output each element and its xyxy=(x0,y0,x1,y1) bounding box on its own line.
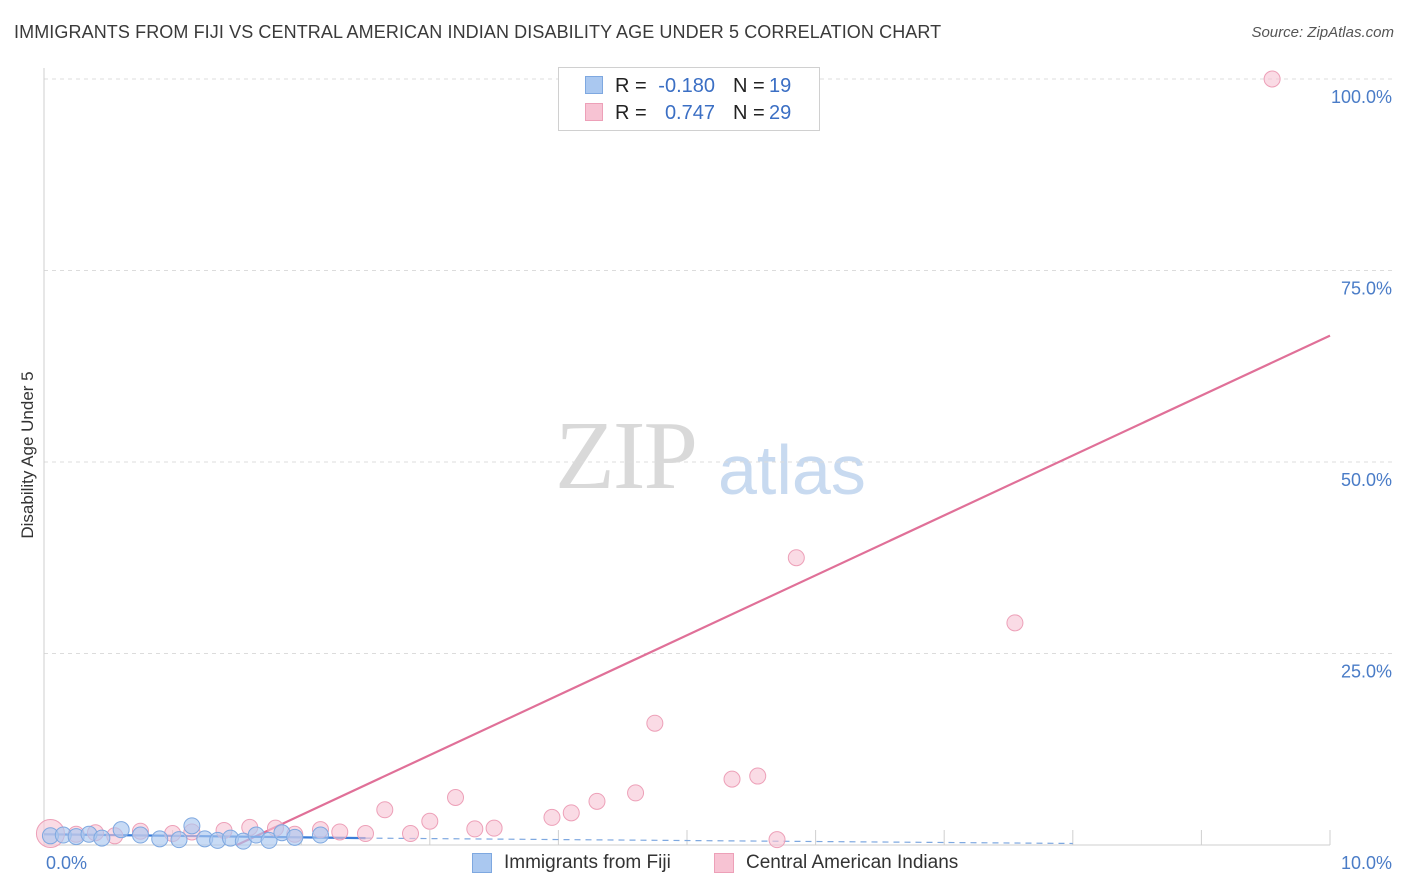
point-fiji xyxy=(151,830,169,848)
point-cai xyxy=(466,820,484,838)
point-cai xyxy=(447,789,465,807)
point-fiji xyxy=(112,821,130,839)
point-cai xyxy=(402,825,420,843)
point-fiji xyxy=(286,828,304,846)
point-fiji xyxy=(93,829,111,847)
point-cai xyxy=(331,823,349,841)
n-label: N = xyxy=(733,74,765,97)
point-cai xyxy=(485,819,503,837)
point-cai xyxy=(723,770,741,788)
y-tick-label: 25.0% xyxy=(1341,662,1392,682)
point-cai xyxy=(357,825,374,843)
watermark-zip: ZIP xyxy=(555,402,698,510)
point-fiji xyxy=(183,817,201,835)
point-cai xyxy=(627,784,645,802)
x-tick-label: 0.0% xyxy=(46,853,87,873)
point-fiji xyxy=(170,831,188,849)
point-cai xyxy=(646,714,664,732)
x-tick-label: 10.0% xyxy=(1341,853,1392,873)
point-fiji xyxy=(131,826,149,844)
r-value: 0.747 xyxy=(664,101,715,124)
cai-swatch xyxy=(714,853,734,873)
point-cai xyxy=(1263,70,1281,88)
axes xyxy=(43,68,1331,846)
legend-label-cai: Central American Indians xyxy=(746,852,959,873)
n-value: 19 xyxy=(769,74,792,97)
trend-lines xyxy=(43,334,1331,846)
point-fiji xyxy=(311,826,329,844)
n-label: N = xyxy=(733,101,765,124)
r-value: -0.180 xyxy=(658,74,715,97)
point-cai xyxy=(543,808,561,826)
legend-label-fiji: Immigrants from Fiji xyxy=(504,852,671,873)
point-cai xyxy=(421,812,439,830)
legend-item-fiji[interactable]: Immigrants from Fiji xyxy=(472,852,671,874)
n-value: 29 xyxy=(769,101,792,124)
stats-legend: R = -0.180 N = 19 R = 0.747 N = 29 xyxy=(558,67,820,131)
data-points xyxy=(35,70,1281,850)
series-legend: Immigrants from Fiji Central American In… xyxy=(0,852,1406,878)
chart-title: IMMIGRANTS FROM FIJI VS CENTRAL AMERICAN… xyxy=(14,22,942,42)
source-label: Source: ZipAtlas.com xyxy=(1251,24,1394,41)
y-tick-label: 100.0% xyxy=(1331,87,1392,107)
r-label: R = xyxy=(615,74,647,97)
trend-line-fiji-extension xyxy=(365,837,1073,845)
fiji-swatch xyxy=(585,76,603,94)
point-cai xyxy=(376,801,394,819)
point-cai xyxy=(787,549,805,567)
point-cai xyxy=(768,831,786,849)
r-label: R = xyxy=(615,101,647,124)
watermark-atlas: atlas xyxy=(718,431,866,509)
point-cai xyxy=(588,792,606,810)
y-tick-label: 75.0% xyxy=(1341,279,1392,299)
y-tick-label: 50.0% xyxy=(1341,470,1392,490)
fiji-swatch xyxy=(472,853,492,873)
point-fiji xyxy=(260,831,278,849)
point-cai xyxy=(749,767,767,785)
point-cai xyxy=(562,804,580,822)
grid-lines xyxy=(44,78,1392,654)
trend-line-cai xyxy=(236,334,1331,846)
point-cai xyxy=(1006,614,1024,632)
tick-labels: 25.0% 50.0% 75.0% 100.0% 0.0% 10.0% xyxy=(46,87,1392,873)
legend-item-cai[interactable]: Central American Indians xyxy=(714,852,958,874)
cai-swatch xyxy=(585,103,603,121)
